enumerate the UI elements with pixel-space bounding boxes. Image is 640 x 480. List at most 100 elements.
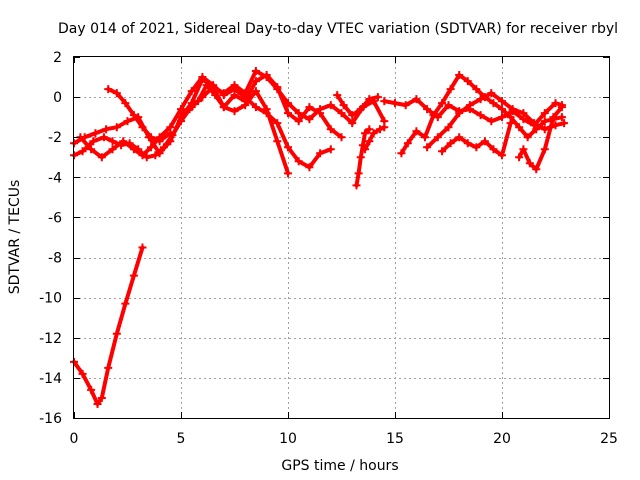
- data-point: [361, 145, 370, 154]
- data-point: [273, 119, 282, 128]
- data-point: [498, 105, 506, 114]
- data-point: [519, 145, 528, 154]
- data-point: [138, 123, 147, 132]
- data-point: [294, 117, 303, 126]
- y-tick-label: -10: [39, 291, 62, 307]
- data-point: [352, 181, 361, 190]
- data-point: [129, 111, 138, 120]
- series-line: [179, 69, 387, 126]
- data-point: [147, 143, 156, 152]
- data-point: [540, 145, 549, 154]
- data-point: [262, 109, 271, 118]
- data-point: [209, 83, 218, 92]
- x-tick-label: 0: [70, 431, 79, 447]
- data-point: [316, 149, 325, 158]
- data-point: [356, 105, 365, 114]
- series-track-5: [104, 85, 175, 146]
- data-point: [551, 99, 560, 108]
- data-point: [472, 85, 481, 94]
- data-point: [177, 109, 185, 118]
- data-point: [187, 87, 196, 96]
- data-point: [326, 145, 335, 154]
- data-point: [348, 111, 357, 120]
- data-point: [487, 89, 496, 98]
- data-point: [102, 125, 111, 134]
- data-point: [93, 399, 102, 408]
- data-point: [356, 153, 365, 162]
- data-point: [337, 133, 346, 142]
- data-point: [78, 369, 87, 378]
- data-point: [89, 137, 98, 146]
- data-point: [455, 71, 464, 80]
- series-track-6: [177, 67, 389, 128]
- data-point: [498, 113, 506, 122]
- y-tick-label: -4: [48, 170, 62, 186]
- data-point: [142, 153, 151, 162]
- data-point: [305, 163, 314, 172]
- data-point: [123, 117, 132, 126]
- y-tick-label: -16: [39, 411, 62, 427]
- data-point: [476, 111, 485, 120]
- data-point: [361, 129, 370, 138]
- data-point: [487, 117, 496, 126]
- x-tick-labels: 0 5 10 15 20 25: [70, 431, 618, 447]
- plot-frame: [73, 56, 610, 419]
- data-point: [446, 139, 455, 148]
- data-point: [198, 93, 207, 102]
- data-point: [438, 147, 447, 156]
- data-point: [284, 169, 292, 178]
- data-point: [525, 159, 534, 168]
- data-point: [333, 91, 342, 100]
- data-point: [284, 99, 292, 108]
- data-point: [498, 151, 506, 160]
- data-point: [112, 123, 121, 132]
- y-tick-label: -6: [48, 210, 62, 226]
- data-point: [273, 137, 282, 146]
- data-point: [463, 77, 472, 86]
- data-point: [465, 101, 474, 110]
- y-tick-label: -12: [39, 331, 62, 347]
- data-point: [540, 109, 549, 118]
- data-point: [397, 149, 406, 158]
- data-point: [251, 103, 260, 112]
- data-point: [560, 119, 569, 128]
- data-point: [423, 105, 432, 114]
- data-point: [532, 165, 541, 174]
- data-point: [91, 129, 100, 138]
- data-point: [438, 99, 447, 108]
- data-point: [108, 145, 117, 154]
- data-point: [463, 139, 472, 148]
- data-point: [166, 129, 175, 138]
- data-point: [294, 109, 303, 118]
- data-point: [557, 113, 566, 122]
- y-axis-label: SDTVAR / TECUs: [7, 180, 23, 295]
- data-point: [316, 105, 325, 114]
- data-point: [515, 153, 524, 162]
- data-point: [472, 143, 481, 152]
- data-point: [121, 99, 130, 108]
- data-point: [557, 103, 566, 112]
- data-point: [498, 97, 506, 106]
- data-point: [104, 363, 113, 372]
- data-point: [155, 149, 164, 158]
- chart-title: Day 014 of 2021, Sidereal Day-to-day VTE…: [58, 21, 618, 37]
- data-point: [365, 125, 374, 134]
- data-point: [230, 81, 239, 90]
- data-point: [523, 133, 532, 142]
- data-point: [380, 97, 389, 106]
- x-tick-label: 10: [279, 431, 297, 447]
- data-point: [87, 145, 96, 154]
- data-point: [508, 105, 517, 114]
- series-track-11: [397, 71, 566, 158]
- data-point: [155, 137, 164, 146]
- data-point: [78, 147, 87, 156]
- y-tick-labels: 2 0 -2 -4 -6 -8 -10 -12 -14 -16: [39, 50, 62, 427]
- data-point: [251, 67, 260, 76]
- series-track-12: [423, 89, 569, 152]
- data-point: [412, 127, 421, 136]
- data-point: [108, 137, 117, 146]
- data-point: [489, 145, 498, 154]
- data-point: [480, 137, 489, 146]
- data-point: [412, 95, 421, 104]
